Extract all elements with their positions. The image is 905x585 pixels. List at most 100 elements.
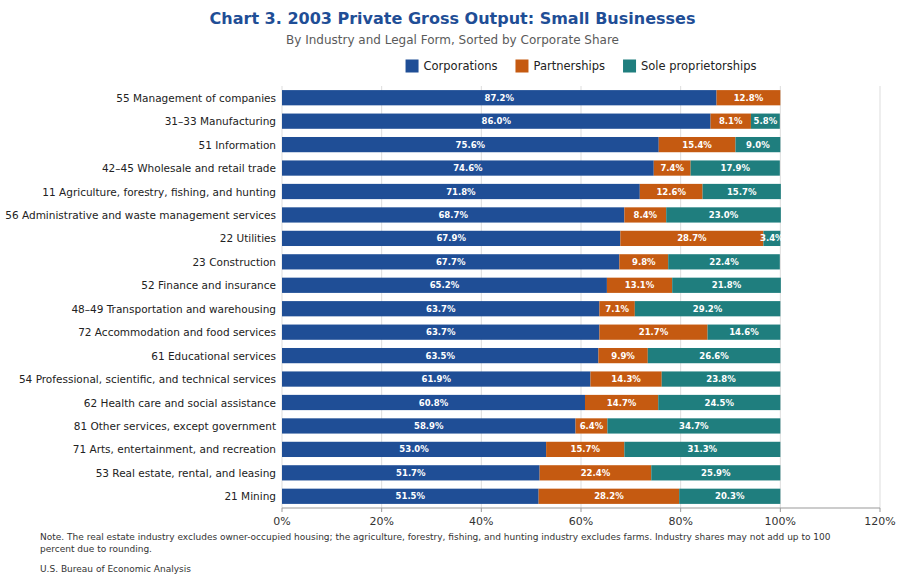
data-label: 68.7% <box>438 210 468 220</box>
bar <box>282 418 576 433</box>
bar <box>282 489 539 504</box>
data-label: 21.7% <box>639 327 669 337</box>
bar <box>672 278 781 293</box>
title: Chart 3. 2003 Private Gross Output: Smal… <box>210 9 696 28</box>
category-label: 56 Administrative and waste management s… <box>5 209 276 221</box>
category-label: 52 Finance and insurance <box>141 279 276 291</box>
bar <box>607 278 672 293</box>
bar <box>679 489 780 504</box>
legend-item: Sole proprietorships <box>623 59 756 73</box>
bar <box>282 301 599 316</box>
bar <box>717 90 781 105</box>
data-label: 63.5% <box>425 351 455 361</box>
data-label: 24.5% <box>705 398 735 408</box>
bar <box>662 371 781 386</box>
data-label: 67.9% <box>436 233 466 243</box>
bar <box>282 160 654 175</box>
legend-label: Sole proprietorships <box>641 59 756 73</box>
data-label: 28.7% <box>677 233 707 243</box>
bar <box>282 231 620 246</box>
subtitle: By Industry and Legal Form, Sorted by Co… <box>286 33 619 47</box>
data-label: 9.8% <box>632 257 656 267</box>
legend-swatch <box>406 60 419 73</box>
data-label: 86.0% <box>482 116 512 126</box>
tick-mark <box>581 508 582 512</box>
data-label: 87.2% <box>485 93 515 103</box>
bar <box>635 301 781 316</box>
data-label: 51.5% <box>396 491 426 501</box>
tick-label: 100% <box>765 515 796 528</box>
data-label: 8.1% <box>719 116 743 126</box>
bar <box>590 371 661 386</box>
tick-mark <box>880 508 881 512</box>
data-label: 63.7% <box>426 327 456 337</box>
data-label: 22.4% <box>709 257 739 267</box>
data-label: 15.4% <box>682 140 712 150</box>
bar <box>668 254 780 269</box>
category-label: 72 Accommodation and food services <box>78 326 276 338</box>
source: U.S. Bureau of Economic Analysis <box>40 564 191 574</box>
data-label: 34.7% <box>679 421 709 431</box>
legend-label: Corporations <box>424 59 498 73</box>
data-label: 21.8% <box>712 280 742 290</box>
tick-label: 60% <box>569 515 593 528</box>
bar <box>585 395 658 410</box>
data-label: 3.4% <box>760 233 784 243</box>
category-label: 62 Health care and social assistance <box>84 397 276 409</box>
data-label: 20.3% <box>715 491 745 501</box>
bar <box>546 442 624 457</box>
tick-mark <box>282 508 283 512</box>
note: Note. The real estate industry excludes … <box>40 532 831 554</box>
category-label: 48–49 Transportation and warehousing <box>71 303 276 315</box>
bar <box>282 465 540 480</box>
data-label: 51.7% <box>396 468 426 478</box>
data-label: 71.8% <box>446 187 476 197</box>
category-label: 23 Construction <box>192 256 276 268</box>
category-label: 54 Professional, scientific, and technic… <box>19 373 276 385</box>
tick-mark <box>680 508 681 512</box>
bar <box>666 207 781 222</box>
data-label: 60.8% <box>419 398 449 408</box>
bar <box>282 325 599 340</box>
tick-label: 80% <box>668 515 692 528</box>
data-label: 22.4% <box>581 468 611 478</box>
category-label: 21 Mining <box>224 490 276 502</box>
legend-swatch <box>623 60 636 73</box>
bar <box>780 90 781 105</box>
bar <box>659 137 736 152</box>
tick-mark <box>381 508 382 512</box>
data-label: 75.6% <box>456 140 486 150</box>
data-label: 15.7% <box>570 444 600 454</box>
bar <box>282 442 546 457</box>
bar <box>282 137 659 152</box>
data-label: 14.3% <box>611 374 641 384</box>
category-label: 61 Educational services <box>151 350 276 362</box>
bar <box>658 395 780 410</box>
data-label: 6.4% <box>580 421 604 431</box>
bar <box>624 442 780 457</box>
data-labels: 87.2%86.0%75.6%74.6%71.8%68.7%67.9%67.7%… <box>396 93 785 502</box>
data-label: 15.7% <box>727 187 757 197</box>
bar <box>282 371 590 386</box>
data-label: 8.4% <box>633 210 657 220</box>
legend-swatch <box>515 60 528 73</box>
tick-mark <box>481 508 482 512</box>
bar <box>598 348 647 363</box>
chart: Chart 3. 2003 Private Gross Output: Smal… <box>0 0 905 585</box>
legend-item: Corporations <box>406 59 498 73</box>
bar <box>282 348 598 363</box>
data-label: 23.0% <box>709 210 739 220</box>
category-label: 81 Other services, except government <box>74 420 276 432</box>
category-label: 31–33 Manufacturing <box>165 115 276 127</box>
category-label: 71 Arts, entertainment, and recreation <box>73 443 276 455</box>
bar <box>640 184 703 199</box>
data-label: 9.9% <box>611 351 635 361</box>
legend-label: Partnerships <box>533 59 605 73</box>
bar <box>540 465 652 480</box>
bar <box>282 207 624 222</box>
bar <box>651 465 780 480</box>
bar <box>711 114 751 129</box>
bar <box>691 160 780 175</box>
bar <box>282 114 711 129</box>
bar <box>607 418 780 433</box>
